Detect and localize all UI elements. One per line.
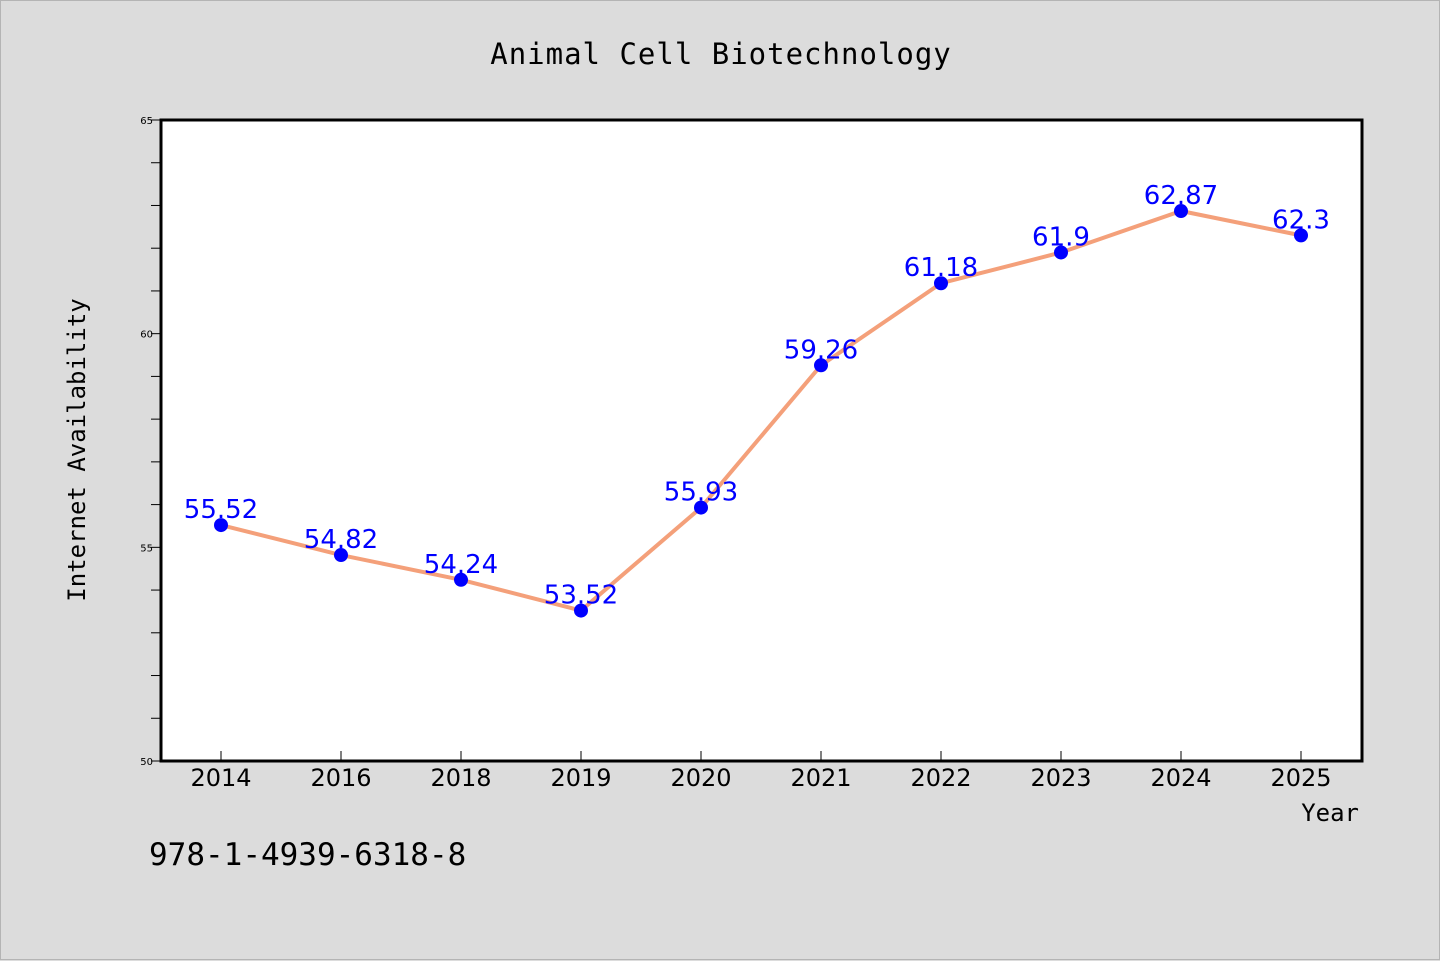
y-axis: 50 55 60 65 (140, 116, 161, 768)
isbn-annotation: 978-1-4939-6318-8 (149, 837, 466, 873)
data-label: 55.93 (664, 478, 738, 508)
y-tick-label: 60 (140, 330, 153, 341)
x-tick-label: 2019 (550, 764, 611, 792)
y-tick-label: 65 (140, 116, 153, 127)
data-point (694, 500, 708, 515)
data-label: 55.52 (184, 495, 258, 525)
x-tick-label: 2023 (1030, 764, 1091, 792)
data-point (934, 276, 948, 291)
x-axis-label: Year (1301, 799, 1359, 827)
series-markers (214, 204, 1308, 618)
series-line (219, 209, 1303, 613)
data-label: 62.87 (1144, 181, 1218, 211)
data-labels: 55.52 54.82 54.24 53.52 55.93 59.26 61.18 61.9 6… (184, 181, 1330, 611)
data-label: 54.82 (304, 525, 378, 555)
data-point (574, 603, 588, 618)
x-tick-label: 2016 (310, 764, 371, 792)
x-tick-label: 2014 (190, 764, 251, 792)
data-label: 53.52 (544, 581, 618, 611)
data-point (1174, 204, 1188, 219)
data-point (454, 572, 468, 587)
x-tick-label: 2024 (1150, 764, 1211, 792)
data-point (334, 548, 348, 563)
plot-frame (159, 118, 1364, 763)
chart-title: Animal Cell Biotechnology (490, 37, 952, 71)
data-point (1294, 228, 1308, 243)
y-axis-label: Internet Availability (63, 298, 91, 601)
plot-area (161, 120, 1362, 761)
y-tick-label: 55 (140, 543, 153, 554)
x-tick-label: 2018 (430, 764, 491, 792)
x-axis: 2014 2016 2018 2019 2020 2021 2022 2023 2024 2025 (190, 751, 1332, 792)
series-polyline (219, 209, 1303, 613)
x-tick-label: 2022 (910, 764, 971, 792)
x-tick-label: 2021 (790, 764, 851, 792)
data-label: 62.3 (1272, 205, 1330, 235)
x-tick-label: 2025 (1270, 764, 1331, 792)
y-tick-label: 50 (140, 757, 153, 768)
data-label: 61.18 (904, 253, 978, 283)
data-point (214, 518, 228, 533)
data-point (1054, 245, 1068, 260)
data-point (814, 358, 828, 373)
data-label: 59.26 (784, 335, 858, 365)
x-tick-label: 2020 (670, 764, 731, 792)
data-label: 61.9 (1032, 222, 1090, 252)
data-label: 54.24 (424, 550, 498, 580)
